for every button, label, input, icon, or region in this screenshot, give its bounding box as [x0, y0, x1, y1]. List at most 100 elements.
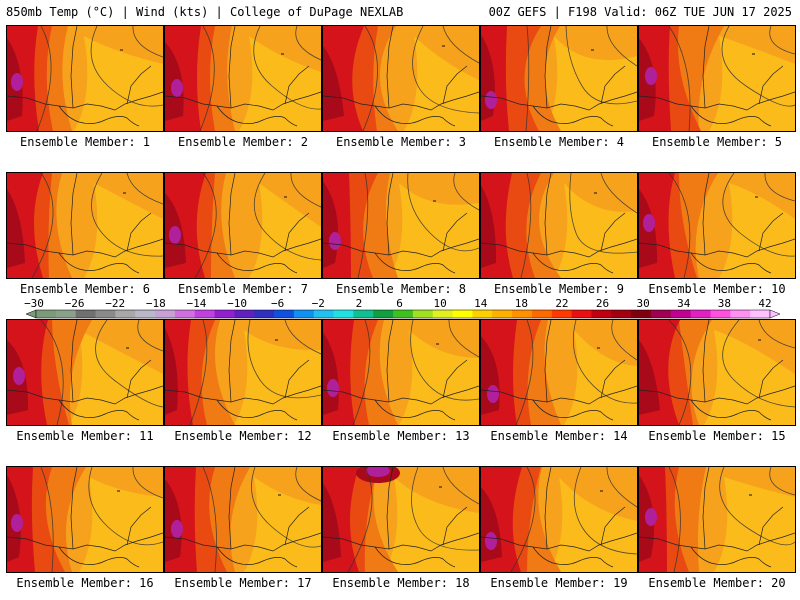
ensemble-member-label: Ensemble Member: 8	[335, 282, 467, 296]
coastline-borders	[323, 320, 479, 421]
height-contours	[40, 320, 163, 425]
ensemble-map-18	[322, 466, 480, 573]
ensemble-member-label: Ensemble Member: 11	[16, 429, 154, 443]
coastline-borders	[7, 467, 163, 568]
colorbar-tick-label: 30	[637, 297, 650, 310]
coastline-borders	[165, 467, 321, 568]
coastline-borders	[481, 26, 637, 127]
max-temp-spot	[11, 73, 23, 91]
colorbar-segment	[174, 310, 196, 318]
colorbar-segment	[670, 310, 692, 318]
colorbar-min-arrow	[25, 309, 37, 319]
coastline-borders	[639, 320, 795, 421]
colorbar-segment	[234, 310, 255, 318]
colorbar-tick-label: −14	[187, 297, 207, 310]
colorbar-segment	[274, 310, 295, 318]
warm-light-region	[249, 183, 321, 278]
max-temp-spot	[13, 367, 25, 385]
colorbar-tick-label: 6	[396, 297, 403, 310]
colorbar-segment	[333, 310, 354, 318]
coastline-borders	[7, 320, 163, 421]
colorbar-segment	[353, 310, 374, 318]
height-contours	[189, 320, 321, 425]
colorbar-tick-label: −30	[24, 297, 44, 310]
height-contours	[668, 320, 795, 425]
ensemble-map-14	[480, 319, 638, 426]
colorbar-tick-label: 34	[677, 297, 691, 310]
coastline-borders	[639, 173, 795, 274]
height-contours	[199, 26, 321, 131]
height-contours	[510, 467, 637, 572]
colorbar-segment	[452, 310, 473, 318]
height-contours	[362, 26, 479, 131]
ensemble-map-12	[164, 319, 322, 426]
northern-max-spot	[366, 467, 390, 477]
ensemble-map-17	[164, 466, 322, 573]
max-temp-spot	[171, 520, 183, 538]
ensemble-member-label: Ensemble Member: 7	[177, 282, 309, 296]
ensemble-member-label: Ensemble Member: 20	[648, 576, 786, 590]
ensemble-member-label: Ensemble Member: 5	[651, 135, 783, 149]
height-contours	[668, 467, 795, 572]
colorbar-tick-label: −6	[271, 297, 284, 310]
max-temp-spot	[645, 508, 657, 526]
colorbar-segment	[512, 310, 533, 318]
colorbar-segment	[591, 310, 612, 318]
ensemble-map-9	[480, 172, 638, 279]
max-temp-spot	[487, 385, 499, 403]
coastline-borders	[7, 26, 163, 127]
max-temp-spot	[11, 514, 23, 532]
colorbar-tick-label: −2	[312, 297, 325, 310]
warm-light-region	[709, 36, 795, 131]
coastline-borders	[165, 320, 321, 421]
height-contours	[36, 26, 163, 131]
ensemble-member-label: Ensemble Member: 1	[19, 135, 151, 149]
max-temp-spot	[485, 91, 497, 109]
warm-light-region	[389, 183, 479, 278]
colorbar-segment	[650, 310, 672, 318]
colorbar-segment	[571, 310, 592, 318]
ensemble-member-label: Ensemble Member: 19	[490, 576, 628, 590]
colorbar-segment	[95, 310, 116, 318]
colorbar-segment	[492, 310, 513, 318]
colorbar-tick-label: −10	[227, 297, 247, 310]
warm-light-region	[239, 36, 321, 131]
height-contours	[668, 173, 795, 278]
ensemble-member-label: Ensemble Member: 6	[19, 282, 151, 296]
colorbar-segment	[710, 310, 731, 318]
warm-light-region	[704, 330, 795, 425]
coastline-borders	[481, 467, 637, 568]
chart-title: 850mb Temp (°C) | Wind (kts) | College o…	[6, 5, 404, 19]
max-temp-spot	[329, 232, 341, 250]
ensemble-member-label: Ensemble Member: 14	[490, 429, 628, 443]
colorbar-segment	[531, 310, 553, 318]
warm-light-region	[554, 183, 637, 278]
ensemble-member-label: Ensemble Member: 16	[16, 576, 154, 590]
colorbar-tick-label: −18	[146, 297, 166, 310]
colorbar-tick-label: −26	[65, 297, 85, 310]
height-contours	[515, 320, 637, 425]
colorbar-segment	[293, 310, 315, 318]
ensemble-member-label: Ensemble Member: 17	[174, 576, 312, 590]
very-hot-core	[7, 189, 25, 268]
coastline-borders	[165, 26, 321, 127]
very-hot-core	[165, 479, 182, 562]
ensemble-member-label: Ensemble Member: 3	[335, 135, 467, 149]
warm-light-region	[399, 330, 479, 425]
colorbar-segment	[432, 310, 453, 318]
colorbar-segment	[551, 310, 573, 318]
ensemble-member-label: Ensemble Member: 4	[493, 135, 625, 149]
height-contours	[357, 173, 479, 278]
coastline-borders	[323, 26, 479, 127]
very-hot-core	[639, 340, 660, 415]
ensemble-map-7	[164, 172, 322, 279]
ensemble-map-10	[638, 172, 796, 279]
coastline-borders	[165, 173, 321, 274]
max-temp-spot	[645, 67, 657, 85]
height-contours	[202, 467, 321, 572]
height-contours	[347, 467, 479, 572]
coastline-borders	[323, 173, 479, 274]
warm-light-region	[74, 36, 163, 131]
max-temp-spot	[169, 226, 181, 244]
colorbar-tick-label: 10	[433, 297, 446, 310]
